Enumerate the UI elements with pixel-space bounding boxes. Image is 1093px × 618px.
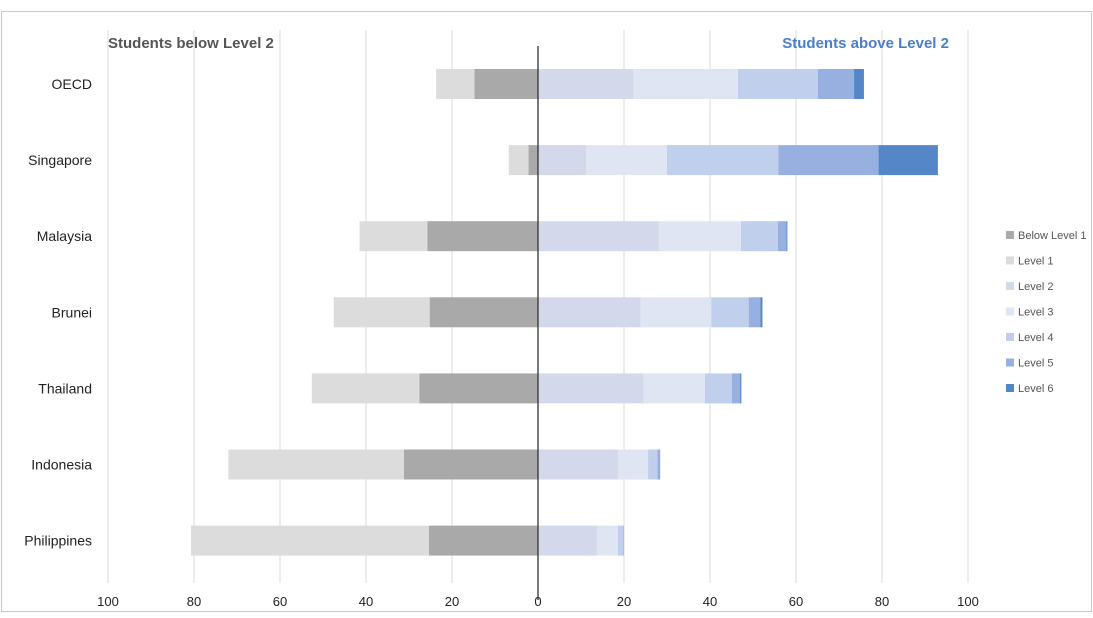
x-tick-label-10: 100 (957, 594, 979, 609)
legend-label-6: Level 6 (1018, 383, 1053, 395)
x-tick-label-2: 60 (273, 594, 287, 609)
bar-singapore-level-6 (879, 145, 938, 175)
bar-indonesia-level-5 (658, 450, 660, 480)
bar-singapore-level-3 (586, 145, 667, 175)
bar-malaysia-level-2 (538, 221, 659, 251)
legend-label-0: Below Level 1 (1018, 230, 1087, 242)
bar-malaysia-level-5 (778, 221, 787, 251)
bar-oecd-level-1 (436, 69, 474, 99)
x-tick-label-6: 20 (617, 594, 631, 609)
bar-brunei-level-6 (760, 297, 762, 327)
bar-thailand-level-3 (644, 373, 705, 403)
bar-oecd-below-level-1 (474, 69, 538, 99)
x-tick-label-9: 80 (875, 594, 889, 609)
bar-indonesia-level-1 (228, 450, 403, 480)
bar-brunei-level-2 (538, 297, 641, 327)
bar-philippines-level-5 (623, 526, 624, 556)
bar-philippines-below-level-1 (429, 526, 538, 556)
legend-swatch-6 (1006, 384, 1014, 392)
legend-label-5: Level 5 (1018, 358, 1053, 370)
legend-label-4: Level 4 (1018, 332, 1053, 344)
category-label-brunei: Brunei (52, 304, 92, 320)
category-label-singapore: Singapore (28, 152, 92, 168)
legend-swatch-5 (1006, 359, 1014, 367)
x-tick-label-7: 40 (703, 594, 717, 609)
legend-label-2: Level 2 (1018, 281, 1053, 293)
bar-singapore-level-1 (509, 145, 529, 175)
bar-indonesia-level-4 (648, 450, 657, 480)
bar-malaysia-below-level-1 (427, 221, 538, 251)
bar-philippines-level-4 (618, 526, 623, 556)
bar-thailand-below-level-1 (419, 373, 538, 403)
x-tick-label-0: 100 (97, 594, 119, 609)
bar-singapore-below-level-1 (529, 145, 538, 175)
right-heading: Students above Level 2 (782, 35, 949, 52)
x-tick-label-3: 40 (359, 594, 373, 609)
bar-singapore-level-4 (667, 145, 778, 175)
legend-label-3: Level 3 (1018, 307, 1053, 319)
category-label-malaysia: Malaysia (37, 228, 92, 244)
bar-malaysia-level-1 (360, 221, 428, 251)
legend-swatch-1 (1006, 257, 1014, 265)
legend-swatch-3 (1006, 308, 1014, 316)
bar-indonesia-level-2 (538, 450, 618, 480)
bar-indonesia-level-3 (618, 450, 648, 480)
bar-brunei-level-5 (749, 297, 761, 327)
bar-singapore-level-2 (538, 145, 586, 175)
bar-philippines-level-3 (597, 526, 618, 556)
bar-brunei-level-3 (641, 297, 712, 327)
bar-indonesia-below-level-1 (404, 450, 538, 480)
bar-thailand-level-6 (740, 373, 741, 403)
category-label-philippines: Philippines (24, 533, 92, 549)
x-tick-label-5: 0 (534, 594, 541, 609)
legend-swatch-0 (1006, 231, 1014, 239)
bar-philippines-level-2 (538, 526, 597, 556)
bar-thailand-level-1 (312, 373, 420, 403)
legend-label-1: Level 1 (1018, 256, 1053, 268)
x-tick-label-4: 20 (445, 594, 459, 609)
bar-brunei-level-4 (711, 297, 748, 327)
bar-malaysia-level-6 (787, 221, 788, 251)
bar-oecd-level-5 (818, 69, 854, 99)
category-label-oecd: OECD (52, 76, 92, 92)
x-tick-label-1: 80 (187, 594, 201, 609)
bar-brunei-below-level-1 (430, 297, 538, 327)
bar-oecd-level-4 (738, 69, 818, 99)
bar-oecd-level-2 (538, 69, 633, 99)
bar-thailand-level-4 (705, 373, 732, 403)
category-label-indonesia: Indonesia (31, 457, 92, 473)
left-heading: Students below Level 2 (108, 35, 274, 52)
bar-oecd-level-6 (854, 69, 864, 99)
legend-swatch-2 (1006, 282, 1014, 290)
bar-brunei-level-1 (334, 297, 430, 327)
bar-oecd-level-3 (633, 69, 737, 99)
category-label-thailand: Thailand (38, 380, 92, 396)
bar-thailand-level-5 (732, 373, 740, 403)
bar-singapore-level-5 (778, 145, 878, 175)
x-tick-label-8: 60 (789, 594, 803, 609)
bar-malaysia-level-4 (741, 221, 778, 251)
legend-swatch-4 (1006, 333, 1014, 341)
bar-thailand-level-2 (538, 373, 644, 403)
bar-philippines-level-1 (191, 526, 429, 556)
bar-malaysia-level-3 (659, 221, 741, 251)
